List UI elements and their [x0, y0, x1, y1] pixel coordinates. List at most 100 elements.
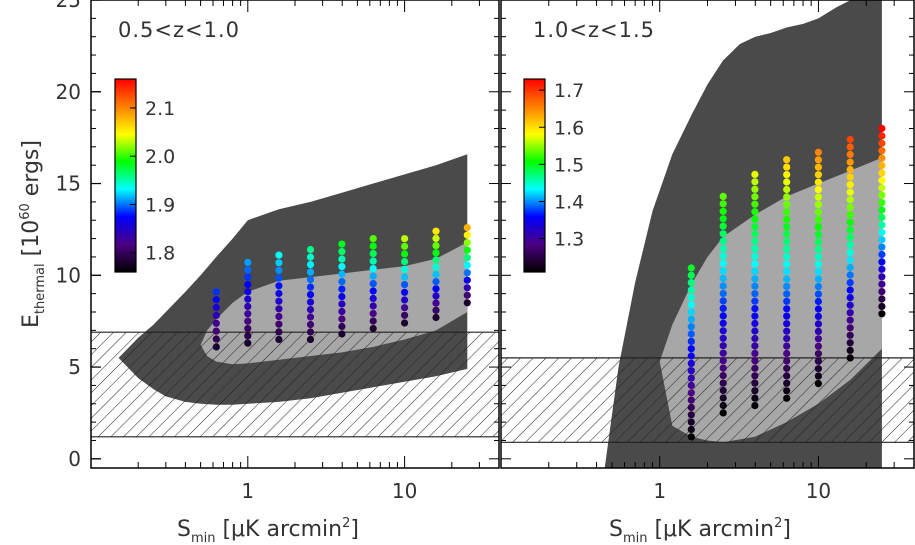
- panel-right-point: [687, 286, 695, 294]
- panel-left-point: [306, 320, 315, 329]
- panel-right-point: [814, 253, 823, 261]
- panel-right-point: [846, 211, 854, 219]
- y-tick-label: 20: [56, 80, 81, 104]
- panel-right-point: [687, 293, 695, 301]
- x-tick-label: 10: [806, 479, 831, 503]
- panel-right-point: [878, 199, 886, 207]
- panel-right-point: [846, 143, 854, 151]
- panel-right-point: [814, 290, 823, 298]
- panel-right-point: [814, 320, 823, 328]
- panel-right-point: [687, 352, 695, 360]
- panel-right-point: [783, 260, 791, 268]
- panel-right-point: [846, 218, 854, 226]
- panel-right-point: [719, 267, 727, 275]
- panel-right-point: [687, 359, 695, 367]
- panel-left-point: [275, 297, 283, 305]
- panel-right-point: [719, 327, 727, 335]
- x-axis-title-left: Smin [μK arcmin2]: [177, 516, 359, 545]
- y-tick-label: 10: [56, 263, 81, 287]
- panel-left-point: [306, 276, 315, 284]
- panel-left-point: [463, 276, 471, 284]
- panel-right-point: [719, 192, 727, 200]
- panel-right-point: [846, 301, 854, 309]
- panel-right-point: [687, 367, 695, 375]
- panel-right-point: [814, 193, 823, 201]
- panel-right-point: [846, 279, 854, 287]
- panel-right-point: [719, 319, 727, 327]
- panel-right-point: [719, 386, 727, 395]
- panel-right-point: [878, 124, 886, 133]
- panel-right-point: [687, 308, 695, 316]
- panel-right-point: [814, 365, 823, 373]
- panel-right-point: [878, 258, 886, 266]
- panel-right-point: [751, 297, 759, 305]
- panel-right-point: [814, 223, 823, 231]
- panel-right-point: [878, 288, 886, 296]
- panel-left-point: [401, 288, 409, 296]
- panel-left-point: [369, 309, 377, 318]
- panel-right-point: [878, 191, 886, 199]
- panel-left-point: [401, 296, 409, 304]
- panel-left-point: [463, 246, 471, 254]
- panel-left-point: [244, 288, 252, 296]
- panel-right-point: [846, 324, 854, 332]
- panel-right-point: [719, 222, 727, 230]
- panel-right-point: [687, 271, 695, 279]
- panel-right-point: [846, 346, 854, 354]
- y-axis-title: Ethermal [1060 ergs]: [18, 140, 48, 328]
- panel-left-point: [244, 273, 252, 281]
- panel-right-point: [814, 148, 823, 156]
- panel-left-point: [306, 261, 315, 269]
- panel-left-point: [369, 250, 377, 258]
- panel-left-yticks: 0 5 10 15 20 25: [56, 0, 101, 471]
- panel-right-point: [846, 181, 854, 189]
- x-axis-title-right-exp: 2: [774, 516, 782, 531]
- panel-left-point: [432, 278, 440, 286]
- panel-left-point: [369, 242, 377, 250]
- panel-right-point: [878, 213, 886, 221]
- x-axis-title-right-unit: [μK arcmin: [647, 517, 774, 542]
- panel-right-point: [719, 260, 727, 268]
- panel-right-point: [751, 223, 759, 231]
- x-axis-title-left-exp: 2: [342, 516, 350, 531]
- panel-left-point: [463, 261, 471, 269]
- panel-right-point: [687, 279, 695, 287]
- panel-right-point: [846, 248, 854, 256]
- panel-right-point: [814, 380, 823, 388]
- panel-right-point: [783, 349, 791, 358]
- panel-left-point: [369, 280, 377, 288]
- panel-right-point: [719, 252, 727, 260]
- panel-right-point: [751, 349, 759, 357]
- panel-right-point: [814, 312, 823, 320]
- panel-left-point: [401, 281, 409, 289]
- panel-right-point: [687, 330, 695, 338]
- panel-left-xticks: 1 10: [90, 0, 500, 503]
- panel-right-points: [687, 124, 886, 441]
- panel-right-point: [687, 433, 695, 441]
- colorbar-tick-label: 1.6: [554, 117, 584, 139]
- y-axis-title-unit: [10: [19, 220, 44, 264]
- panel-right-point: [846, 166, 854, 174]
- panel-right-point: [719, 200, 727, 208]
- panel-left-point: [369, 302, 377, 310]
- panel-right-point: [846, 256, 854, 264]
- panel-right-point: [846, 196, 854, 204]
- panel-left-point: [432, 313, 440, 322]
- x-axis-title-right: Smin [μK arcmin2]: [609, 516, 791, 545]
- panel-right-point: [878, 139, 886, 147]
- panel-right-point: [719, 304, 727, 312]
- panel-right-point: [719, 379, 727, 387]
- panel-right-point: [878, 302, 886, 310]
- panel-left-point: [369, 265, 377, 273]
- panel-right-point: [814, 305, 823, 313]
- panel-left-point: [369, 257, 377, 265]
- panel-left-point: [338, 315, 346, 323]
- panel-right-point: [687, 323, 695, 331]
- panel-right-point: [814, 200, 823, 209]
- panel-right-point: [783, 327, 791, 335]
- panel-left-point: [244, 266, 252, 274]
- colorbar-tick-label: 1.7: [554, 80, 584, 102]
- panel-left-point: [401, 235, 409, 243]
- panel-right-point: [687, 301, 695, 309]
- panel-right-point: [814, 215, 823, 224]
